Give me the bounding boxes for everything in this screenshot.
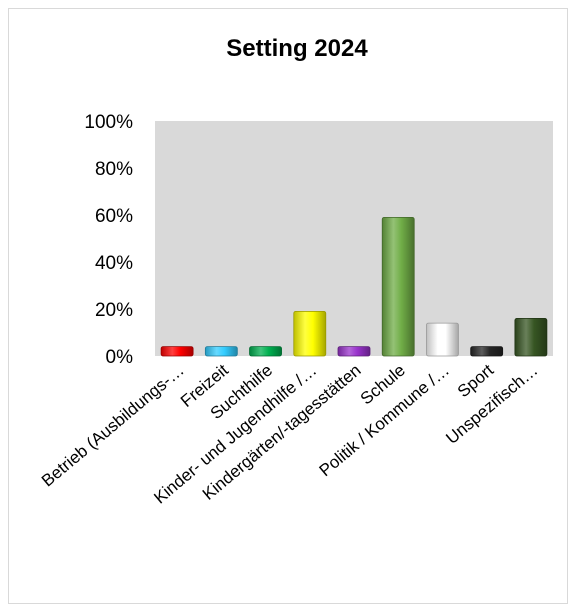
chart-title: Setting 2024 (226, 35, 368, 62)
bar-1 (204, 346, 238, 357)
bar-6 (426, 322, 459, 357)
x-axis: Betrieb (Ausbildungs-…FreizeitSuchthilfe… (38, 360, 542, 507)
bars (160, 216, 548, 357)
y-tick-label: 60% (95, 206, 133, 227)
bar-4 (337, 346, 371, 357)
bar-0 (160, 346, 194, 357)
bar-7 (470, 346, 504, 357)
bar-8 (514, 317, 548, 357)
y-tick-label: 40% (95, 253, 133, 274)
x-tick-label: Betrieb (Ausbildungs-… (38, 361, 188, 491)
y-tick-label: 20% (95, 300, 133, 321)
y-axis: 0% 20% 40% 60% 80% 100% (84, 112, 133, 368)
y-tick-label: 0% (106, 347, 134, 368)
y-tick-label: 100% (84, 112, 133, 133)
y-tick-label: 80% (95, 159, 133, 180)
bar-2 (249, 346, 282, 357)
bar-5 (381, 216, 415, 357)
bar-3 (293, 310, 327, 357)
plot-area (155, 121, 553, 356)
